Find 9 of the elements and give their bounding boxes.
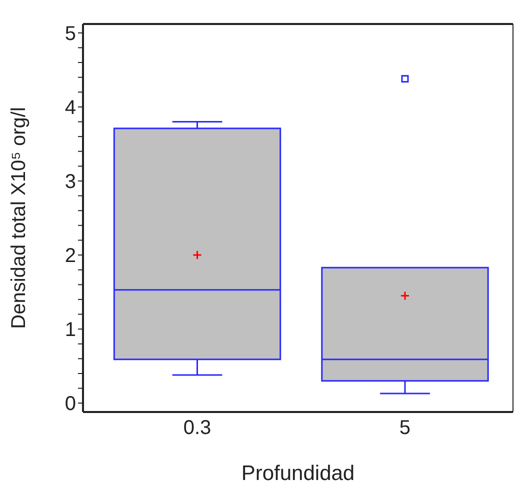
y-tick-label: 3 [64, 171, 76, 194]
y-axis-title: Densidad total X10⁵ org/l [8, 107, 30, 329]
y-tick-label: 1 [64, 319, 76, 342]
y-tick-label: 4 [64, 97, 76, 120]
x-axis-title: Profundidad [241, 462, 355, 485]
y-tick-label: 2 [64, 245, 76, 268]
x-tick-label: 0.3 [183, 417, 212, 440]
y-tick-label: 5 [64, 22, 76, 45]
y-tick-label: 0 [64, 393, 76, 416]
